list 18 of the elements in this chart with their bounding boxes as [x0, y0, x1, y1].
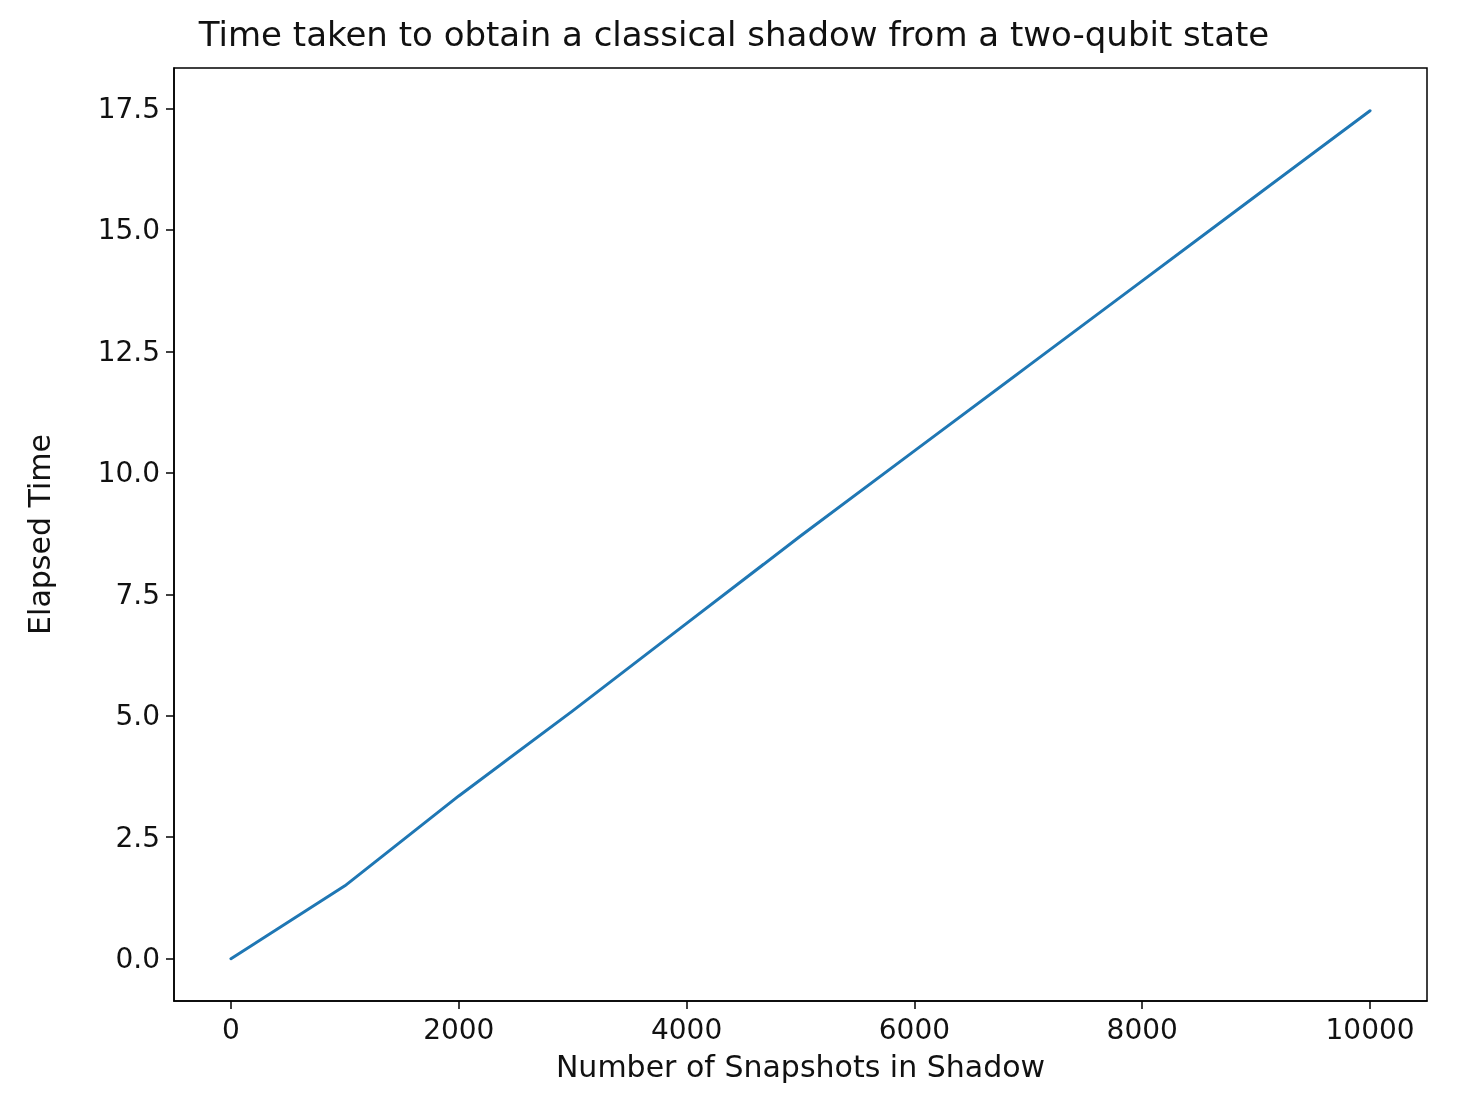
x-tick-label: 2000 — [423, 1012, 495, 1046]
y-axis-title: Elapsed Time — [21, 434, 57, 635]
y-tick-label: 0.0 — [115, 942, 160, 976]
y-tick-label: 10.0 — [97, 456, 160, 490]
x-axis-title: Number of Snapshots in Shadow — [555, 1048, 1046, 1084]
y-tick-label: 7.5 — [115, 577, 160, 611]
y-tick-label: 2.5 — [115, 820, 160, 854]
y-tick-label: 15.0 — [97, 213, 160, 247]
x-tick-label: 6000 — [878, 1012, 951, 1046]
x-tick-label: 4000 — [650, 1012, 723, 1046]
y-tick-label: 17.5 — [97, 91, 160, 125]
x-tick-label: 8000 — [1106, 1012, 1178, 1046]
x-tick-label: 10000 — [1325, 1012, 1415, 1046]
x-tick-label: 0 — [222, 1012, 240, 1046]
chart-title: Time taken to obtain a classical shadow from a two-qubit state — [197, 14, 1270, 54]
y-tick-label: 12.5 — [97, 334, 160, 368]
y-tick-label: 5.0 — [115, 699, 160, 733]
line-series — [229, 109, 1372, 961]
